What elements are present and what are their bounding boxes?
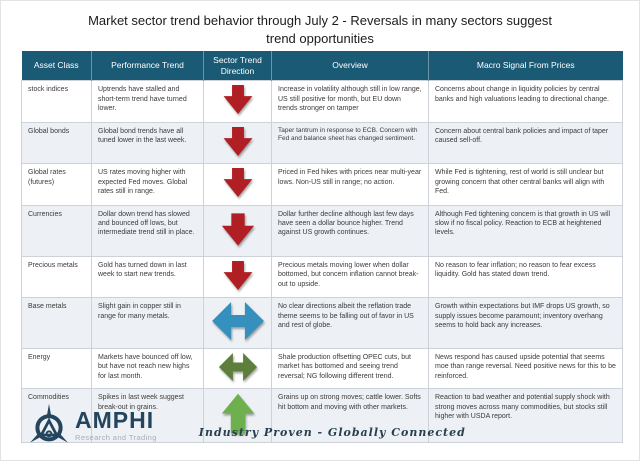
overview-cell: Increase in volatility although still in… (271, 80, 429, 123)
macro-signal-cell: No reason to fear inflation; no reason t… (428, 255, 623, 299)
trend-arrow-down-icon (223, 261, 252, 290)
overview-cell: Precious metals moving lower when dollar… (271, 255, 429, 299)
trend-arrow-up-icon (221, 394, 254, 434)
trend-arrow-sideways-icon (211, 302, 264, 341)
table-row: Energy Markets have bounced off low, but… (21, 347, 623, 390)
macro-signal-cell: Reaction to bad weather and potential su… (428, 388, 623, 443)
column-header-macro-signal: Macro Signal From Prices (428, 51, 623, 81)
sector-trend-cell (203, 388, 272, 443)
table-row: Currencies Dollar down trend has slowed … (21, 204, 623, 258)
performance-trend-cell: Dollar down trend has slowed and bounced… (91, 204, 204, 258)
macro-signal-cell: Concerns about change in liquidity polic… (428, 80, 623, 123)
sector-trend-cell (203, 121, 272, 165)
trend-arrow-down-icon (223, 168, 252, 198)
overview-cell: Grains up on strong moves; cattle lower.… (271, 388, 429, 443)
performance-trend-cell: Uptrends have stalled and short-term tre… (91, 80, 204, 123)
column-header-asset-class: Asset Class (21, 51, 92, 81)
trend-arrow-down-icon (221, 212, 254, 246)
asset-class-cell: Currencies (21, 204, 92, 258)
sector-trend-cell (203, 255, 272, 299)
brand-block: AMPHI Research and Trading (75, 406, 157, 442)
asset-class-cell: Global rates (futures) (21, 163, 92, 206)
amphi-logo-icon (30, 403, 68, 443)
table-row: Commodities Spikes in last week suggest … (21, 388, 623, 443)
macro-signal-cell: News respond has caused upside potential… (428, 347, 623, 390)
brand-subtitle: Research and Trading (75, 432, 157, 442)
overview-cell: Shale production offsetting OPEC cuts, b… (271, 347, 429, 390)
header-row: Asset Class Performance Trend Sector Tre… (21, 51, 623, 81)
table-row: Global bonds Global bond trends have all… (21, 121, 623, 165)
asset-class-cell: Energy (21, 347, 92, 390)
performance-trend-cell: Global bond trends have all tuned lower … (91, 121, 204, 165)
overview-cell: Taper tantrum in response to ECB. Concer… (271, 121, 429, 165)
column-header-overview: Overview (271, 51, 429, 81)
page-title: Market sector trend behavior through Jul… (88, 13, 552, 46)
overview-cell: No clear directions albeit the reflation… (271, 297, 429, 349)
sector-trend-cell (203, 347, 272, 390)
overview-cell: Dollar further decline although last few… (271, 204, 429, 258)
trend-table: Asset Class Performance Trend Sector Tre… (21, 51, 623, 443)
column-header-performance-trend: Performance Trend (91, 51, 204, 81)
performance-trend-cell: US rates moving higher with expected Fed… (91, 163, 204, 206)
sector-trend-cell (203, 80, 272, 123)
performance-trend-cell: Markets have bounced off low, but have n… (91, 347, 204, 390)
macro-signal-cell: Growth within expectations but IMF drops… (428, 297, 623, 349)
sector-trend-cell (203, 163, 272, 206)
tagline: Industry Proven - Globally Connected (198, 425, 466, 439)
sector-trend-cell (203, 297, 272, 349)
asset-class-cell: stock indices (21, 80, 92, 123)
performance-trend-cell: Slight gain in copper still in range for… (91, 297, 204, 349)
table-row: Precious metals Gold has turned down in … (21, 255, 623, 299)
overview-cell: Priced in Fed hikes with prices near mul… (271, 163, 429, 206)
performance-trend-cell: Gold has turned down in last week to sta… (91, 255, 204, 299)
column-header-sector-trend-direction: Sector Trend Direction (203, 51, 272, 81)
asset-class-cell: Precious metals (21, 255, 92, 299)
trend-arrow-down-icon (223, 85, 252, 115)
table-row: Global rates (futures) US rates moving h… (21, 163, 623, 206)
table-row: Base metals Slight gain in copper still … (21, 297, 623, 349)
brand-name: AMPHI (75, 406, 155, 433)
asset-class-cell: Base metals (21, 297, 92, 349)
trend-arrow-down-icon (223, 126, 252, 156)
asset-class-cell: Global bonds (21, 121, 92, 165)
macro-signal-cell: While Fed is tightening, rest of world i… (428, 163, 623, 206)
trend-arrow-sideways-icon (218, 352, 257, 381)
table-row: stock indices Uptrends have stalled and … (21, 80, 623, 123)
sector-trend-cell (203, 204, 272, 258)
macro-signal-cell: Concern about central bank policies and … (428, 121, 623, 165)
footer: AMPHI Research and Trading Industry Prov… (29, 401, 466, 449)
macro-signal-cell: Although Fed tightening concern is that … (428, 204, 623, 258)
